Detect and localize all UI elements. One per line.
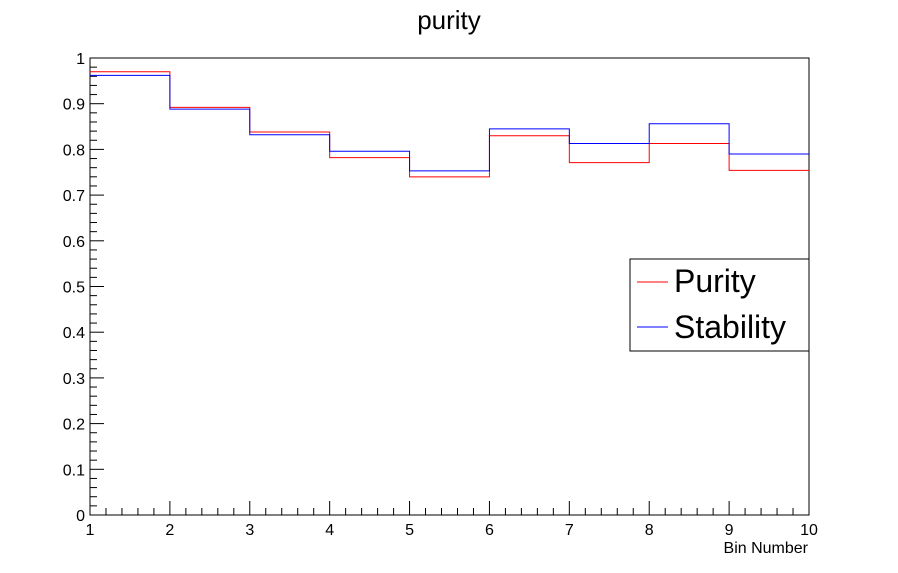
x-tick-label: 6 [485, 522, 494, 539]
y-tick-label: 0.3 [63, 371, 85, 388]
y-tick-label: 0.9 [63, 97, 85, 114]
x-axis: 1 2 3 4 5 6 7 8 9 10 [86, 501, 818, 539]
x-axis-label: Bin Number [724, 540, 809, 557]
x-tick-label: 3 [245, 522, 254, 539]
x-tick-label: 4 [325, 522, 334, 539]
legend-label-purity: Purity [674, 263, 756, 299]
x-tick-label: 1 [86, 522, 95, 539]
y-tick-label: 0.4 [63, 325, 85, 342]
legend-box [629, 258, 810, 352]
y-tick-label: 0.2 [63, 417, 85, 434]
legend-label-stability: Stability [674, 309, 786, 345]
y-tick-label: 0.5 [63, 280, 85, 297]
y-tick-label: 0.7 [63, 188, 85, 205]
x-tick-label: 8 [645, 522, 654, 539]
x-tick-label: 9 [725, 522, 734, 539]
series-line-stability [90, 74, 809, 172]
x-tick-label: 5 [405, 522, 414, 539]
y-tick-label: 0.8 [63, 142, 85, 159]
y-tick-label: 1 [76, 51, 85, 68]
x-tick-label: 7 [565, 522, 574, 539]
legend: Purity Stability [629, 258, 810, 352]
series-line-purity [90, 71, 809, 178]
y-axis: 0 0.1 0.2 0.3 0.4 0.5 0.6 0.7 0.8 0.9 1 [63, 51, 104, 525]
y-tick-label: 0 [76, 508, 85, 525]
x-tick-label: 2 [165, 522, 174, 539]
x-tick-label: 10 [800, 522, 818, 539]
chart-title: purity [417, 5, 481, 35]
series-layer [90, 71, 809, 178]
y-tick-label: 0.6 [63, 234, 85, 251]
y-tick-label: 0.1 [63, 462, 85, 479]
